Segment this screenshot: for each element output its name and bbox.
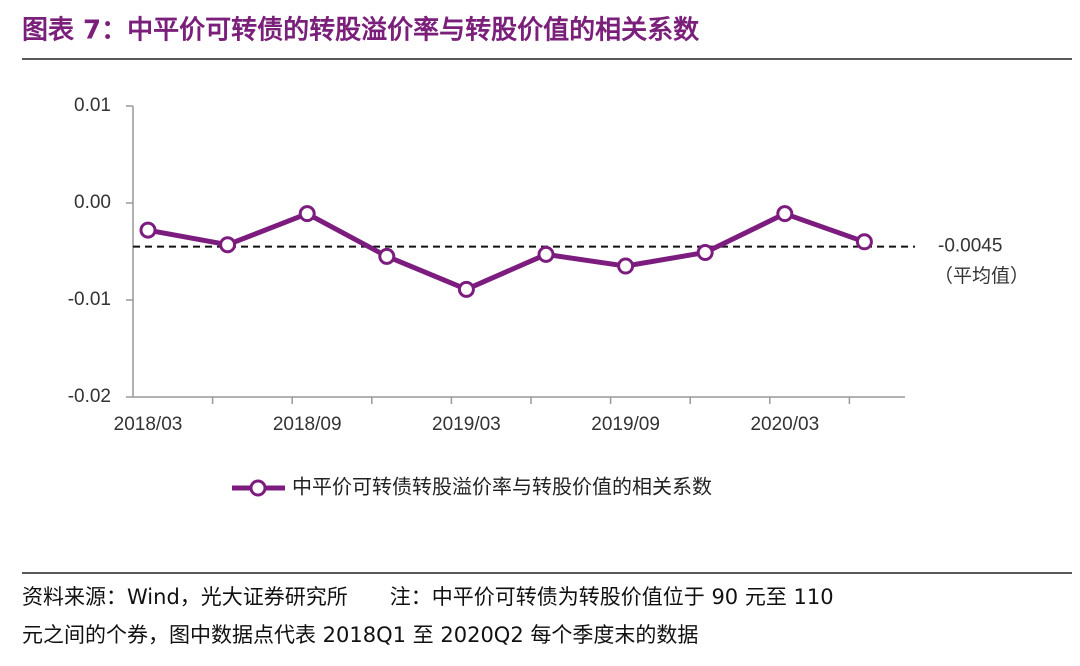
data-point: [776, 205, 794, 223]
x-tick-label: 2019/09: [591, 414, 660, 435]
data-point: [617, 257, 635, 275]
legend-label: 中平价可转债转股溢价率与转股价值的相关系数: [292, 475, 712, 499]
data-point: [855, 233, 873, 251]
data-point: [537, 245, 555, 263]
data-point: [139, 221, 157, 239]
series-line: [147, 211, 866, 292]
footnote: 元之间的个券，图中数据点代表 2018Q1 至 2020Q2 每个季度末的数据: [22, 623, 698, 647]
data-point: [219, 236, 237, 254]
y-tick-label: -0.02: [68, 386, 111, 407]
x-tick-label: 2020/03: [750, 414, 819, 435]
mean-label: -0.0045: [938, 236, 1002, 257]
x-tick-label: 2019/03: [432, 414, 501, 435]
y-tick-label: -0.01: [68, 289, 111, 310]
data-point: [457, 280, 475, 298]
data-point: [378, 247, 396, 265]
data-point: [298, 205, 316, 223]
data-point: [696, 243, 714, 261]
legend-marker: [249, 479, 267, 497]
y-tick-label: 0.01: [74, 95, 111, 116]
x-tick-label: 2018/03: [114, 414, 183, 435]
y-tick-label: 0.00: [74, 192, 111, 213]
mean-note: （平均值）: [934, 265, 1029, 287]
chart-title: 图表 7：中平价可转债的转股溢价率与转股价值的相关系数: [22, 15, 700, 46]
x-tick-label: 2018/09: [273, 414, 342, 435]
footnote: 资料来源：Wind，光大证券研究所 注：中平价可转债为转股价值位于 90 元至 …: [22, 585, 834, 609]
